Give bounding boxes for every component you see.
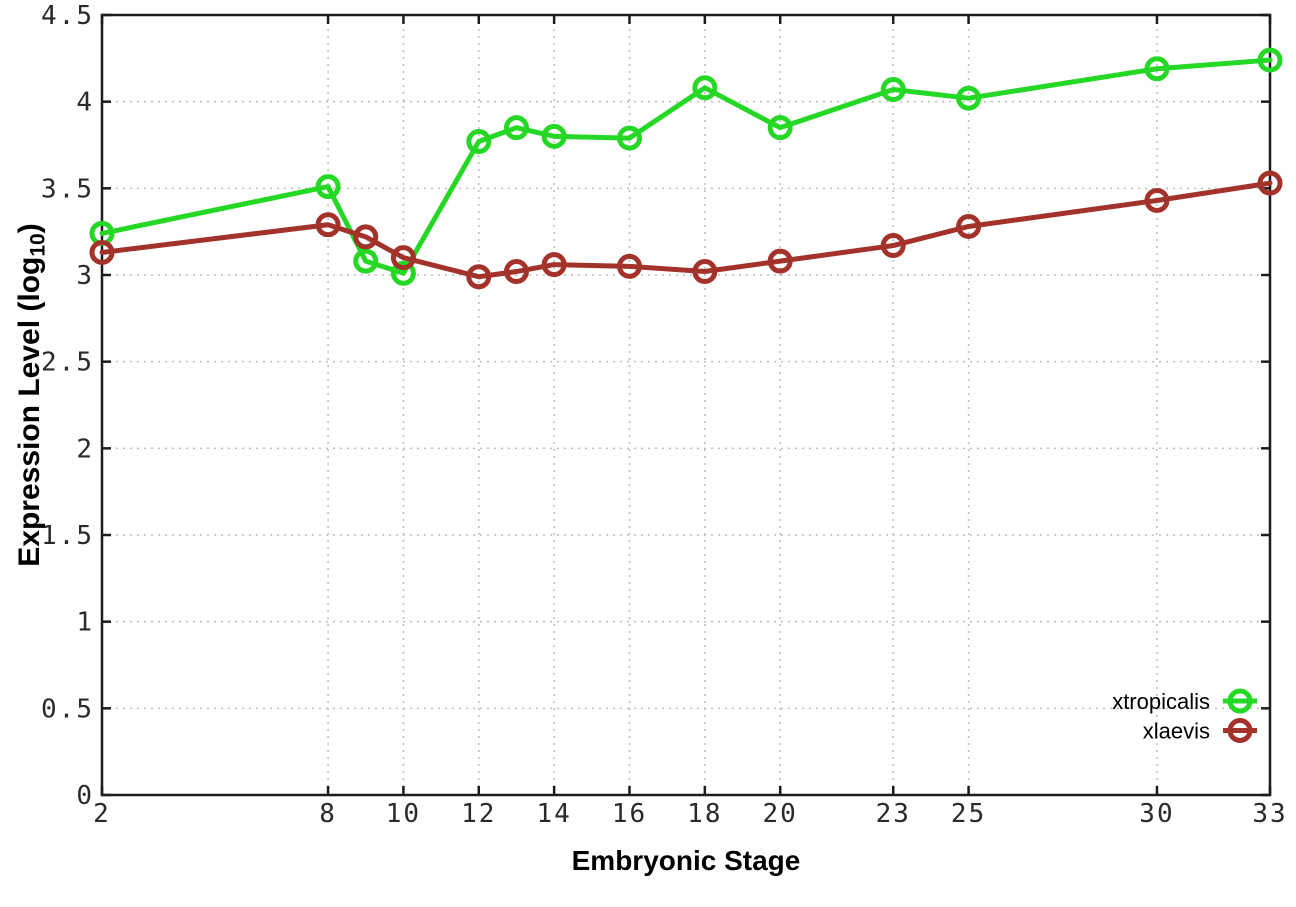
x-tick-label: 10 — [386, 799, 421, 829]
series-line-xlaevis — [99, 180, 1273, 280]
data-point-xtropicalis-18 — [692, 75, 718, 101]
data-point-xlaevis-16 — [616, 253, 642, 279]
data-point-xlaevis-13 — [503, 259, 529, 285]
plot-border — [100, 13, 1272, 797]
data-point-xlaevis-18 — [692, 259, 718, 285]
data-point-xlaevis-10 — [390, 245, 416, 271]
legend-label-xlaevis: xlaevis — [1143, 719, 1210, 744]
y-axis-title: Expression Level (log10) — [12, 145, 50, 645]
data-point-xlaevis-2 — [89, 239, 115, 265]
y-tick-label: 2 — [76, 434, 94, 464]
data-point-xtropicalis-13 — [503, 115, 529, 141]
x-tick-label: 8 — [319, 799, 337, 829]
data-point-xtropicalis-9 — [353, 248, 379, 274]
x-tick-label: 14 — [536, 799, 571, 829]
data-point-xlaevis-25 — [956, 213, 982, 239]
y-tick-label: 4 — [76, 88, 94, 118]
data-point-xlaevis-8 — [315, 212, 341, 238]
x-tick-label: 18 — [687, 799, 722, 829]
x-tick-label: 30 — [1139, 799, 1174, 829]
data-point-xlaevis-33 — [1257, 170, 1283, 196]
data-point-xtropicalis-30 — [1144, 56, 1170, 82]
y-tick-label: 1 — [76, 608, 94, 638]
data-point-xtropicalis-33 — [1257, 47, 1283, 73]
y-tick-label: 4.5 — [41, 1, 94, 31]
legend-marker-xtropicalis — [1227, 688, 1253, 714]
data-point-xtropicalis-10 — [390, 260, 416, 286]
data-point-xtropicalis-25 — [956, 85, 982, 111]
data-point-xtropicalis-14 — [541, 123, 567, 149]
legend-marker-xlaevis — [1227, 718, 1253, 743]
data-point-xlaevis-20 — [767, 248, 793, 274]
x-tick-label: 33 — [1252, 799, 1287, 829]
data-point-xlaevis-14 — [541, 252, 567, 278]
x-tick-label: 23 — [876, 799, 911, 829]
data-point-xlaevis-9 — [353, 224, 379, 250]
x-tick-label: 25 — [951, 799, 986, 829]
data-point-xtropicalis-23 — [880, 77, 906, 103]
x-tick-label: 20 — [763, 799, 798, 829]
y-axis-title-subscript: 10 — [26, 233, 50, 257]
data-point-xtropicalis-20 — [767, 115, 793, 141]
data-point-xlaevis-12 — [466, 264, 492, 290]
y-tick-label: 3 — [76, 261, 94, 291]
y-axis-title-main: Expression Level (log — [13, 256, 46, 567]
y-tick-label: 1.5 — [41, 521, 94, 551]
legend-label-xtropicalis: xtropicalis — [1112, 689, 1210, 714]
data-point-xtropicalis-8 — [315, 174, 341, 200]
y-tick-label: 2.5 — [41, 348, 94, 378]
series-line-xtropicalis — [99, 57, 1273, 276]
data-point-xtropicalis-16 — [616, 125, 642, 151]
x-tick-label: 16 — [612, 799, 647, 829]
y-tick-label: 3.5 — [41, 174, 94, 204]
x-tick-label: 2 — [93, 799, 111, 829]
x-axis-title: Embryonic Stage — [571, 845, 801, 876]
y-axis-title-close: ) — [13, 223, 46, 234]
y-tick-label: 0.5 — [41, 694, 94, 724]
data-point-xtropicalis-12 — [466, 129, 492, 155]
data-point-xlaevis-30 — [1144, 187, 1170, 213]
data-point-xlaevis-23 — [880, 233, 906, 259]
x-tick-label: 12 — [461, 799, 496, 829]
y-tick-label: 0 — [76, 781, 94, 811]
